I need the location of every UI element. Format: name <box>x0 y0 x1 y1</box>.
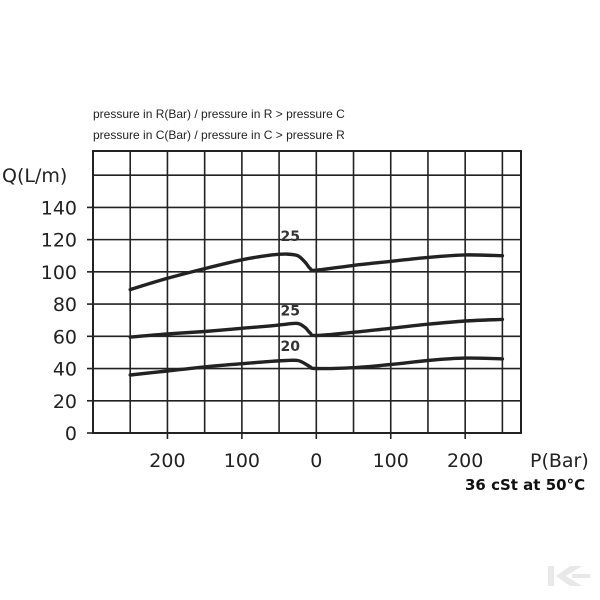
series-line-1 <box>128 252 505 292</box>
curves: 25 25 20 <box>128 229 505 377</box>
note-line-1: pressure in R(Bar) / pressure in R > pre… <box>93 107 345 121</box>
x-tick-label: 100 <box>224 450 260 472</box>
y-tick-label: 0 <box>65 423 77 445</box>
y-tick-labels: 0 20 40 60 80 100 120 140 <box>41 197 93 445</box>
x-tick-label: 200 <box>447 450 483 472</box>
chart-grid <box>93 151 521 433</box>
series-line-3 <box>128 356 505 377</box>
y-tick-label: 80 <box>53 294 77 316</box>
condition-label: 36 cSt at 50°C <box>465 476 585 494</box>
series-line-2 <box>128 317 505 339</box>
y-tick-label: 120 <box>41 230 77 252</box>
x-axis-label: P(Bar) <box>530 450 589 472</box>
y-tick-label: 100 <box>41 262 77 284</box>
y-axis-label: Q(L/m) <box>2 165 67 187</box>
x-tick-label: 200 <box>149 450 185 472</box>
x-tick-labels: 200 100 0 100 200 <box>149 433 483 472</box>
y-tick-label: 20 <box>53 391 77 413</box>
series-label-3: 20 <box>281 339 301 355</box>
x-tick-label: 100 <box>373 450 409 472</box>
y-tick-label: 40 <box>53 359 77 381</box>
series-label-1: 25 <box>281 229 300 245</box>
y-tick-label: 60 <box>53 326 77 348</box>
note-line-2: pressure in C(Bar) / pressure in C > pre… <box>93 128 345 142</box>
y-tick-label: 140 <box>41 197 77 219</box>
watermark-logo <box>548 566 590 586</box>
plot-frame <box>92 150 522 434</box>
x-tick-label: 0 <box>310 450 322 472</box>
series-label-2: 25 <box>281 303 300 319</box>
